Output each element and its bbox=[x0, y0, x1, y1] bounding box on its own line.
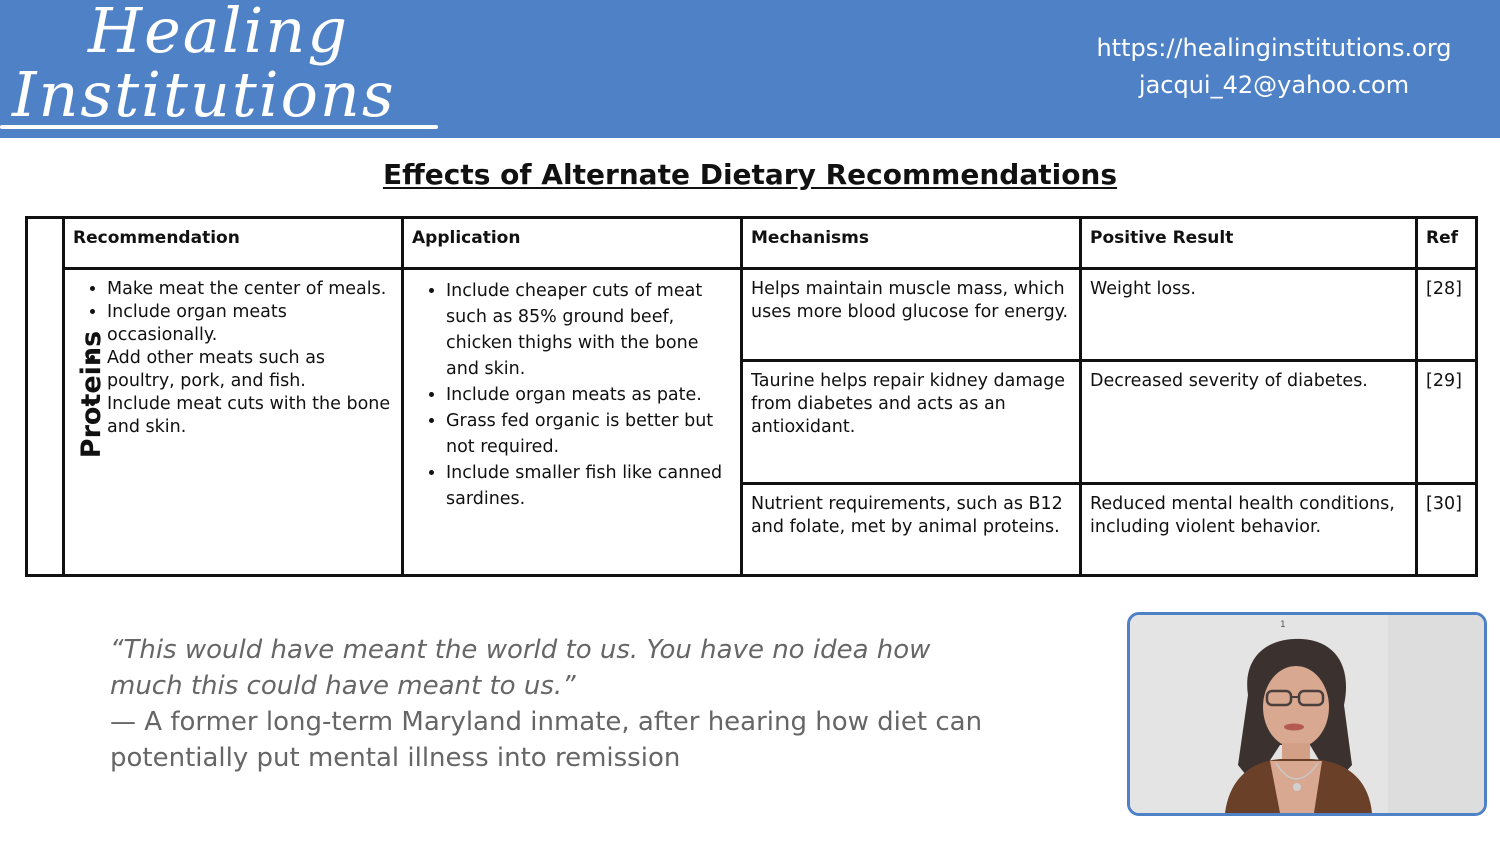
logo-underline bbox=[0, 125, 438, 129]
result-cell: Weight loss. bbox=[1079, 267, 1418, 362]
application-cell: Include cheaper cuts of meat such as 85%… bbox=[401, 267, 743, 577]
list-item: Grass fed organic is better but not requ… bbox=[446, 408, 732, 460]
list-item: Include organ meats occasionally. bbox=[107, 301, 393, 347]
row-header-proteins: Proteins bbox=[25, 216, 107, 577]
testimonial-quote: “This would have meant the world to us. … bbox=[110, 632, 1010, 776]
result-cell: Decreased severity of diabetes. bbox=[1079, 358, 1418, 486]
quote-attribution: — A former long-term Maryland inmate, af… bbox=[110, 707, 983, 773]
application-list: Include cheaper cuts of meat such as 85%… bbox=[412, 278, 732, 512]
contact-email[interactable]: jacqui_42@yahoo.com bbox=[1138, 71, 1410, 99]
ref-cell: [29] bbox=[1415, 358, 1478, 486]
logo-line-1: Healing bbox=[88, 0, 350, 67]
list-item: Include cheaper cuts of meat such as 85%… bbox=[446, 278, 732, 382]
ref-cell: [28] bbox=[1415, 267, 1478, 362]
header-banner: Healing Institutions https://healinginst… bbox=[0, 0, 1500, 138]
ref-cell: [30] bbox=[1415, 482, 1478, 577]
table-row: Taurine helps repair kidney damage from … bbox=[27, 358, 1478, 486]
mechanism-cell: Helps maintain muscle mass, which uses m… bbox=[740, 267, 1082, 362]
column-header-recommendation: Recommendation bbox=[62, 216, 404, 270]
column-header-mechanisms: Mechanisms bbox=[740, 216, 1082, 270]
logo-line-2: Institutions bbox=[12, 58, 396, 131]
list-item: Include meat cuts with the bone and skin… bbox=[107, 393, 393, 439]
table-row: Make meat the center of meals. Include o… bbox=[27, 267, 1478, 577]
page-title: Effects of Alternate Dietary Recommendat… bbox=[382, 158, 1118, 191]
table-row: Nutrient requirements, such as B12 and f… bbox=[27, 482, 1478, 577]
mechanism-cell: Nutrient requirements, such as B12 and f… bbox=[740, 482, 1082, 577]
list-item: Make meat the center of meals. bbox=[107, 278, 393, 301]
column-header-positive-result: Positive Result bbox=[1079, 216, 1418, 270]
list-item: Add other meats such as poultry, pork, a… bbox=[107, 347, 393, 393]
webcam-label: 1 bbox=[1280, 620, 1286, 630]
list-item: Include organ meats as pate. bbox=[446, 382, 732, 408]
list-item: Include smaller fish like canned sardine… bbox=[446, 460, 732, 512]
table-header-row: Proteins Recommendation Application Mech… bbox=[25, 216, 1478, 577]
healing-institutions-logo: Healing Institutions bbox=[0, 0, 460, 138]
website-url[interactable]: https://healinginstitutions.org bbox=[1096, 34, 1452, 62]
column-header-application: Application bbox=[401, 216, 743, 270]
quote-text: “This would have meant the world to us. … bbox=[110, 635, 931, 701]
recommendation-cell: Make meat the center of meals. Include o… bbox=[62, 267, 404, 577]
webcam-video-feed[interactable]: 1 bbox=[1127, 612, 1487, 816]
column-header-ref: Ref bbox=[1415, 216, 1478, 270]
mechanism-cell: Taurine helps repair kidney damage from … bbox=[740, 358, 1082, 486]
row-header-label: Proteins bbox=[76, 330, 108, 459]
recommendation-list: Make meat the center of meals. Include o… bbox=[73, 278, 393, 439]
presenter-video-image: 1 bbox=[1130, 615, 1484, 813]
dietary-recommendations-table: Proteins Recommendation Application Mech… bbox=[25, 216, 1478, 577]
contact-info: https://healinginstitutions.org jacqui_4… bbox=[1064, 30, 1484, 104]
result-cell: Reduced mental health conditions, includ… bbox=[1079, 482, 1418, 577]
